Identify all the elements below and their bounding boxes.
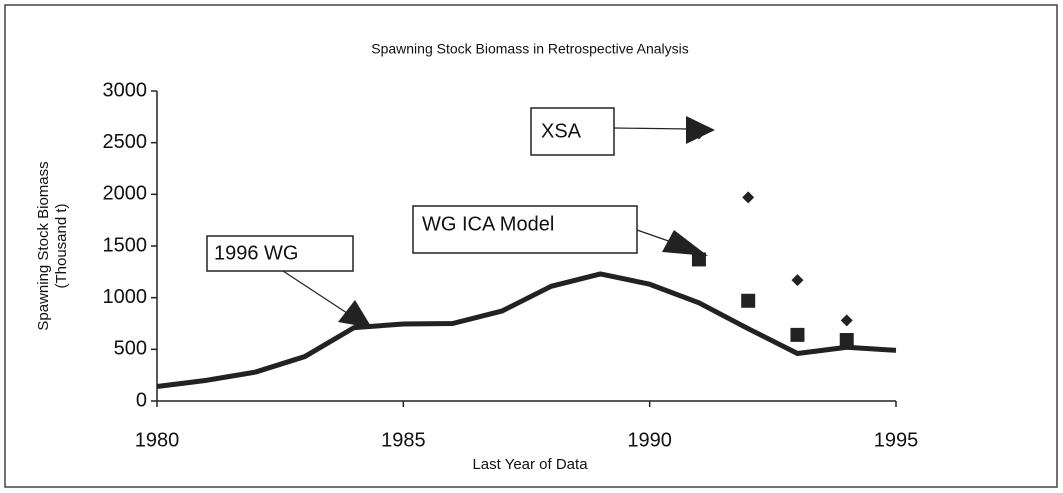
y-tick-label: 0 (136, 389, 147, 411)
y-tick-label: 3000 (103, 79, 148, 101)
arrow-head (662, 230, 708, 256)
diamond-marker (692, 127, 705, 140)
y-axis-label-line: Spawning Stock Biomass (35, 161, 52, 330)
annotation-arrow (613, 127, 691, 130)
annotation-arrow (282, 270, 351, 316)
annotation-box (530, 107, 615, 156)
y-tick-label: 2500 (103, 131, 148, 153)
square-marker (691, 252, 706, 267)
y-axis-label-line: (Thousand t) (53, 203, 70, 288)
diamond-marker (840, 314, 853, 327)
x-tick-label: 1995 (874, 429, 919, 451)
x-tick-label: 1990 (627, 429, 672, 451)
x-tick-label: 1985 (381, 429, 426, 451)
arrow-head (338, 300, 372, 328)
annotation-box (412, 205, 638, 254)
x-tick-label: 1980 (135, 429, 180, 451)
y-tick-label: 1000 (103, 286, 148, 308)
square-marker (839, 333, 854, 348)
diamond-marker (791, 274, 804, 287)
y-tick-label: 1500 (103, 234, 148, 256)
annotation: WG ICA Model (422, 213, 554, 235)
square-marker (790, 327, 805, 342)
annotation-box (206, 235, 354, 272)
y-tick-label: 2000 (103, 183, 148, 205)
x-axis-label: Last Year of Data (472, 456, 588, 473)
annotation: XSA (541, 120, 582, 142)
diamond-marker (742, 191, 755, 204)
y-tick-label: 500 (114, 338, 147, 360)
data-line (156, 271, 897, 390)
y-axis-label: Spawning Stock Biomass (Thousand t) (35, 161, 70, 330)
annotation: 1996 WG (214, 242, 298, 264)
chart-title: Spawning Stock Biomass in Retrospective … (371, 41, 688, 57)
square-marker (741, 293, 756, 308)
